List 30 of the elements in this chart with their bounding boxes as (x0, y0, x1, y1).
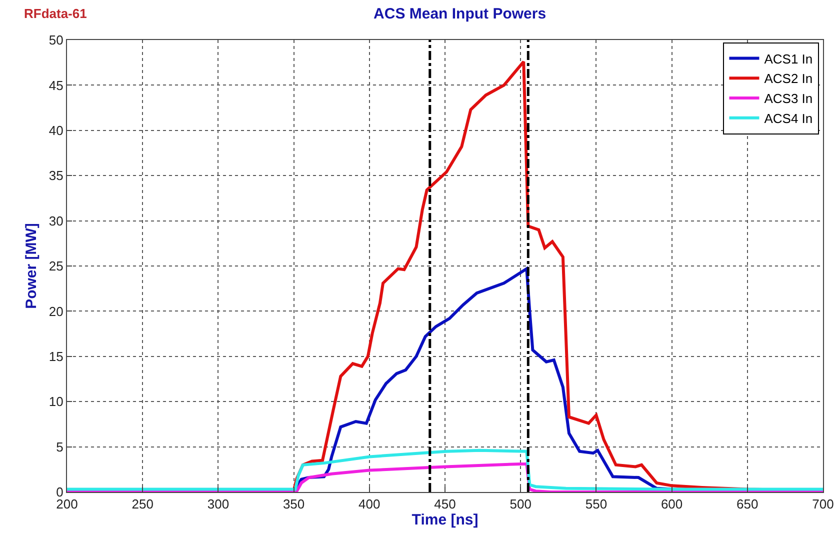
x-tick-label: 600 (660, 496, 683, 512)
line-series (67, 448, 823, 491)
x-tick-label: 400 (358, 496, 380, 512)
y-tick-label: 10 (48, 394, 64, 410)
y-tick-label: 40 (48, 122, 64, 138)
chart-title: ACS Mean Input Powers (374, 6, 546, 23)
y-tick-label: 45 (48, 78, 64, 93)
y-tick-label: 30 (48, 213, 64, 228)
x-tick-label: 350 (282, 496, 305, 512)
text: RFdata-61 (24, 6, 87, 21)
y-tick-label: 35 (48, 168, 64, 184)
x-tick-label: 500 (510, 496, 532, 512)
x-axis-title: Time [ns] (412, 512, 478, 529)
x-tick-label: 450 (434, 496, 456, 512)
legend-label: ACS3 In (764, 91, 813, 106)
legend-label: ACS4 In (764, 110, 813, 126)
y-tick-label: 25 (48, 258, 64, 274)
legend-label: ACS2 In (764, 71, 813, 86)
y-tick-label: 50 (48, 32, 64, 48)
x-tick-label: 550 (585, 496, 608, 512)
y-tick-label: 5 (56, 439, 64, 454)
y-axis-title: Power [MW] (23, 223, 40, 309)
x-tick-label: 300 (207, 496, 230, 512)
line-series (67, 462, 823, 492)
legend-label: ACS1 In (764, 51, 813, 66)
y-tick-label: 15 (48, 348, 64, 364)
y-tick-label: 20 (48, 304, 64, 319)
x-tick-label: 650 (736, 496, 758, 512)
x-tick-label: 250 (132, 496, 154, 512)
x-tick-label: 700 (812, 496, 834, 512)
